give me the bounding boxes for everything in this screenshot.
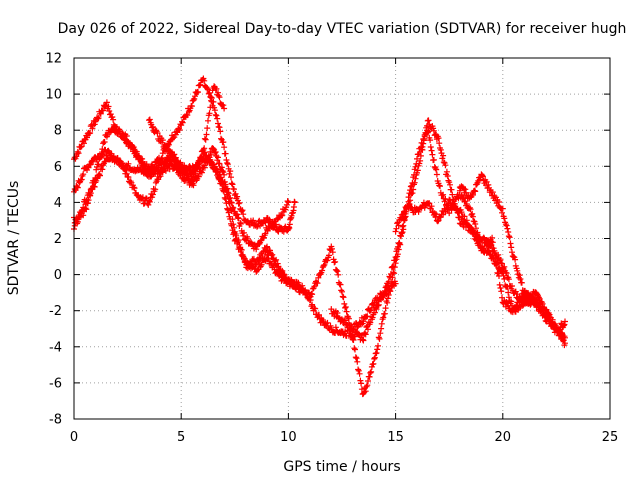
y-tick-labels: -8 -6 -4 -2 0 2 4 6 8 10 12 <box>45 52 62 428</box>
y-tick-label: 2 <box>54 232 62 247</box>
y-tick-label: 0 <box>54 268 62 283</box>
grid <box>74 58 610 419</box>
x-tick-label: 0 <box>70 430 78 445</box>
series-6 <box>328 117 568 349</box>
x-tick-label: 25 <box>602 430 619 445</box>
y-tick-label: -6 <box>49 376 62 391</box>
y-tick-label: 12 <box>45 52 62 67</box>
x-tick-labels: 0 5 10 15 20 25 <box>70 430 618 445</box>
x-tick-label: 20 <box>495 430 512 445</box>
y-axis-label: SDTVAR / TECUs <box>6 181 22 296</box>
x-tick-label: 10 <box>280 430 297 445</box>
series-8 <box>456 171 538 307</box>
series-5 <box>146 116 568 398</box>
data-series <box>71 75 568 398</box>
y-tick-label: 8 <box>54 124 62 139</box>
y-tick-label: -2 <box>49 304 62 319</box>
y-tick-label: -8 <box>49 413 62 428</box>
series-7 <box>392 196 568 341</box>
y-tick-label: 4 <box>54 196 62 211</box>
y-tick-label: -4 <box>49 340 62 355</box>
series-5-markers <box>146 116 568 398</box>
series-6-markers <box>328 117 568 349</box>
series-8-markers <box>456 171 538 307</box>
series-7-markers <box>392 196 568 341</box>
plot-frame <box>73 57 611 420</box>
y-tick-label: 6 <box>54 160 62 175</box>
x-axis-label: GPS time / hours <box>283 459 400 475</box>
y-tick-label: 10 <box>45 88 62 103</box>
x-tick-label: 15 <box>387 430 404 445</box>
chart-title: Day 026 of 2022, Sidereal Day-to-day VTE… <box>58 21 627 37</box>
x-tick-label: 5 <box>177 430 185 445</box>
